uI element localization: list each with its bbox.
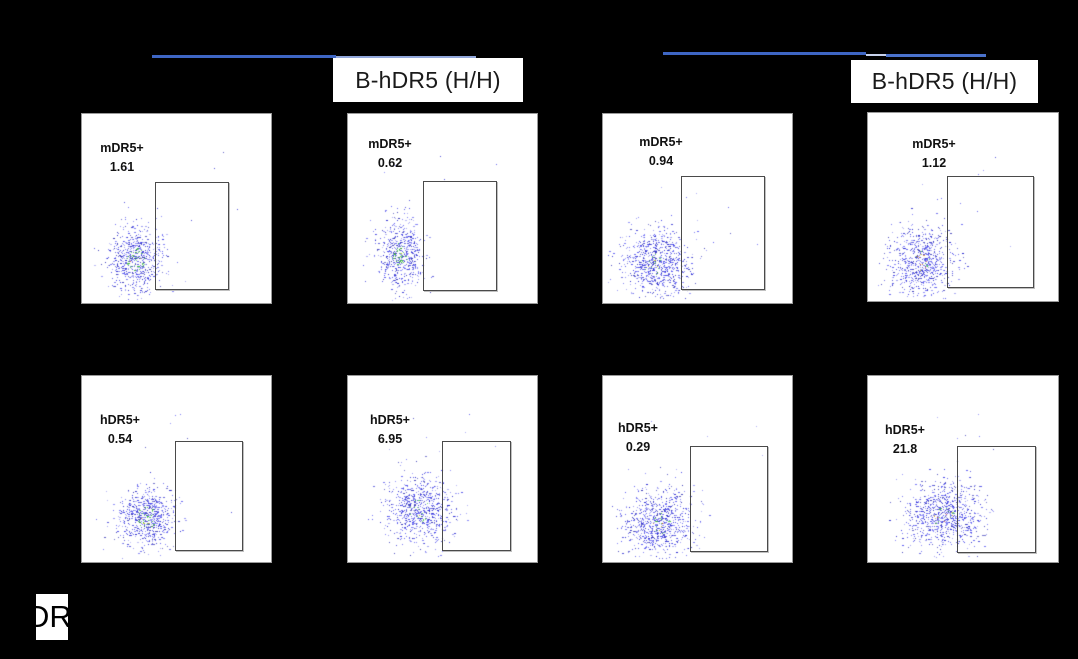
gate-percent: 0.94 — [648, 154, 674, 168]
gate-stat-label: hDR5+ 0.54 — [100, 411, 140, 449]
facs-panel-mdr5-3: mDR5+ 0.94 — [602, 113, 794, 305]
gate-marker: mDR5+ — [912, 137, 956, 151]
gate-stat-label: mDR5+ 1.12 — [912, 135, 955, 173]
header-underline-segment — [886, 54, 986, 57]
facs-panel-mdr5-2: mDR5+ 0.62 — [347, 113, 539, 305]
header-underline-segment — [336, 56, 476, 59]
gate-marker: mDR5+ — [639, 135, 683, 149]
scatter-dots — [82, 114, 273, 305]
scatter-dots — [868, 376, 1060, 564]
gate-stat-label: hDR5+ 21.8 — [885, 421, 925, 459]
gate-stat-label: mDR5+ 0.94 — [639, 133, 682, 171]
gate-percent: 1.12 — [921, 156, 947, 170]
facs-panel-hdr5-4: hDR5+ 21.8 — [867, 375, 1060, 564]
gate-stat-label: mDR5+ 1.61 — [100, 139, 143, 177]
scatter-dots — [82, 376, 273, 564]
facs-panel-mdr5-1: mDR5+ 1.61 — [81, 113, 273, 305]
clipped-text: DR — [36, 599, 68, 634]
gate-rectangle — [690, 446, 768, 552]
scatter-dots — [603, 376, 794, 564]
gate-percent: 6.95 — [377, 432, 403, 446]
gate-percent: 21.8 — [892, 442, 918, 456]
scatter-dots — [348, 114, 539, 305]
header-underline-segment — [866, 54, 886, 56]
scatter-dots — [603, 114, 794, 305]
gate-rectangle — [155, 182, 229, 290]
gate-stat-label: mDR5+ 0.62 — [368, 135, 411, 173]
clipped-text-box: DR — [36, 594, 68, 640]
gate-marker: mDR5+ — [100, 141, 144, 155]
facs-panel-hdr5-1: hDR5+ 0.54 — [81, 375, 273, 564]
gate-percent: 0.29 — [625, 440, 651, 454]
gate-percent: 0.54 — [107, 432, 133, 446]
group-label-right: B-hDR5 (H/H) — [851, 60, 1038, 103]
gate-marker: hDR5+ — [370, 413, 410, 427]
gate-rectangle — [947, 176, 1034, 288]
gate-stat-label: hDR5+ 0.29 — [618, 419, 658, 457]
scatter-dots — [348, 376, 539, 564]
gate-rectangle — [442, 441, 511, 551]
gate-rectangle — [423, 181, 497, 291]
gate-percent: 1.61 — [109, 160, 135, 174]
gate-percent: 0.62 — [377, 156, 403, 170]
scatter-dots — [868, 113, 1060, 303]
gate-stat-label: hDR5+ 6.95 — [370, 411, 410, 449]
gate-marker: hDR5+ — [100, 413, 140, 427]
facs-panel-hdr5-2: hDR5+ 6.95 — [347, 375, 539, 564]
gate-rectangle — [175, 441, 243, 551]
facs-panel-hdr5-3: hDR5+ 0.29 — [602, 375, 794, 564]
gate-marker: hDR5+ — [885, 423, 925, 437]
header-underline-segment — [152, 55, 336, 58]
gate-marker: hDR5+ — [618, 421, 658, 435]
gate-rectangle — [957, 446, 1036, 553]
group-label-left: B-hDR5 (H/H) — [333, 58, 523, 102]
gate-marker: mDR5+ — [368, 137, 412, 151]
gate-rectangle — [681, 176, 765, 290]
header-underline-segment — [663, 52, 866, 55]
facs-panel-mdr5-4: mDR5+ 1.12 — [867, 112, 1060, 303]
